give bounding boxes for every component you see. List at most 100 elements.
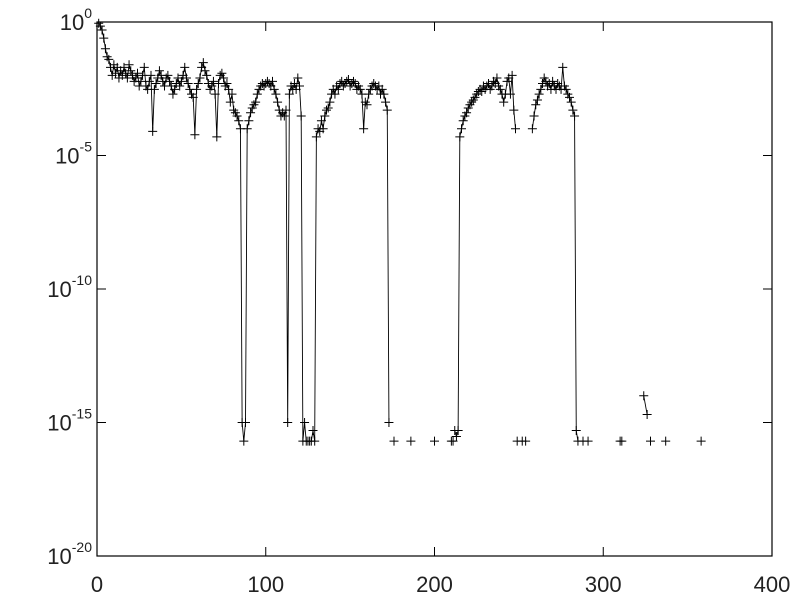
data-point-0-89 (244, 116, 254, 126)
isolated-point-12 (646, 436, 655, 446)
data-point-0-56 (188, 92, 198, 102)
data-point-0-10 (111, 68, 121, 78)
data-point-0-53 (183, 78, 193, 88)
data-point-0-4 (100, 44, 110, 54)
data-point-0-30 (144, 76, 154, 86)
data-point-0-122 (300, 418, 310, 427)
data-point-2-5 (536, 84, 546, 94)
data-point-0-155 (355, 84, 365, 94)
data-point-0-63 (200, 66, 210, 76)
data-point-0-67 (207, 81, 217, 91)
data-point-0-41 (163, 70, 173, 80)
isolated-point-14 (696, 436, 706, 446)
y-tick-label-1: 10-5 (55, 139, 92, 169)
data-point-0-31 (146, 70, 156, 80)
data-point-1-1 (451, 431, 461, 441)
data-point-0-45 (170, 84, 180, 94)
data-point-0-32 (148, 126, 158, 136)
data-point-0-22 (131, 73, 141, 83)
data-point-0-25 (136, 76, 146, 86)
data-point-0-34 (151, 78, 161, 88)
data-point-0-51 (180, 62, 190, 72)
data-point-0-172 (384, 418, 394, 427)
data-point-0-94 (252, 89, 262, 99)
data-point-0-90 (246, 108, 256, 118)
isolated-point-9 (583, 436, 593, 446)
data-point-0-93 (251, 97, 261, 107)
data-point-0-133 (318, 124, 328, 134)
data-point-0-118 (293, 73, 303, 83)
data-point-2-3 (532, 95, 542, 105)
data-point-0-36 (154, 66, 164, 76)
data-point-1-25 (492, 73, 502, 83)
data-point-0-42 (165, 76, 175, 86)
data-point-0-17 (122, 73, 132, 83)
data-point-1-35 (509, 105, 519, 115)
data-point-2-0 (527, 124, 537, 134)
data-point-0-86 (239, 436, 249, 446)
data-point-0-116 (289, 78, 299, 88)
x-tick-label-3: 300 (585, 572, 622, 597)
data-point-0-44 (168, 89, 178, 99)
data-point-0-127 (308, 426, 318, 436)
data-point-0-49 (176, 76, 186, 86)
data-point-0-59 (193, 78, 203, 88)
data-point-0-77 (224, 84, 234, 94)
data-point-0-79 (227, 89, 237, 99)
data-point-2-24 (568, 105, 578, 115)
data-point-2-4 (534, 89, 544, 99)
isolated-point-0 (389, 436, 399, 446)
data-point-0-68 (208, 76, 218, 86)
isolated-point-1 (406, 436, 416, 446)
data-point-0-168 (377, 84, 387, 94)
data-point-0-137 (325, 97, 335, 107)
data-point-1-36 (511, 124, 520, 134)
x-tick-label-1: 100 (247, 572, 284, 597)
data-point-0-104 (269, 84, 279, 94)
data-point-1-5 (458, 116, 468, 126)
data-point-0-159 (362, 100, 372, 110)
data-point-2-20 (561, 84, 571, 94)
data-point-0-78 (225, 97, 235, 107)
data-point-0-70 (212, 132, 222, 142)
data-point-3-1 (642, 409, 652, 419)
data-point-0-73 (217, 68, 227, 78)
data-point-0-170 (381, 97, 391, 107)
data-point-0-71 (214, 78, 223, 88)
data-point-0-6 (104, 54, 114, 64)
data-point-0-83 (234, 116, 244, 126)
data-point-0-105 (271, 89, 281, 99)
data-point-0-26 (138, 70, 148, 80)
data-point-0-120 (296, 111, 306, 121)
data-point-0-119 (295, 81, 304, 91)
data-point-0-169 (379, 89, 389, 99)
data-point-1-10 (467, 97, 477, 107)
data-point-0-106 (273, 97, 283, 107)
data-point-0-60 (195, 73, 205, 83)
data-point-0-76 (222, 78, 232, 88)
data-point-0-111 (281, 105, 291, 115)
data-point-0-132 (316, 116, 326, 126)
x-tick-label-4: 400 (754, 572, 791, 597)
data-point-0-87 (241, 418, 250, 427)
data-point-2-1 (529, 111, 539, 121)
data-point-0-2 (97, 25, 107, 35)
data-point-0-33 (149, 84, 159, 94)
data-point-0-82 (232, 111, 242, 121)
data-point-0-58 (192, 84, 202, 94)
data-point-1-29 (499, 97, 509, 107)
x-tick-labels: 0 100 200 300 400 (91, 572, 790, 597)
data-point-0-62 (198, 58, 208, 68)
data-point-0-48 (175, 81, 185, 91)
y-tick-label-2: 10-10 (47, 272, 92, 302)
data-point-0-52 (181, 73, 191, 83)
x-tick-label-0: 0 (91, 572, 103, 597)
data-point-0-88 (242, 124, 252, 134)
data-point-2-23 (566, 97, 576, 107)
data-point-0-57 (190, 130, 200, 140)
data-point-0-27 (139, 62, 149, 72)
isolated-point-4 (448, 436, 458, 446)
data-point-0-110 (279, 111, 289, 121)
data-point-0-23 (133, 68, 142, 78)
